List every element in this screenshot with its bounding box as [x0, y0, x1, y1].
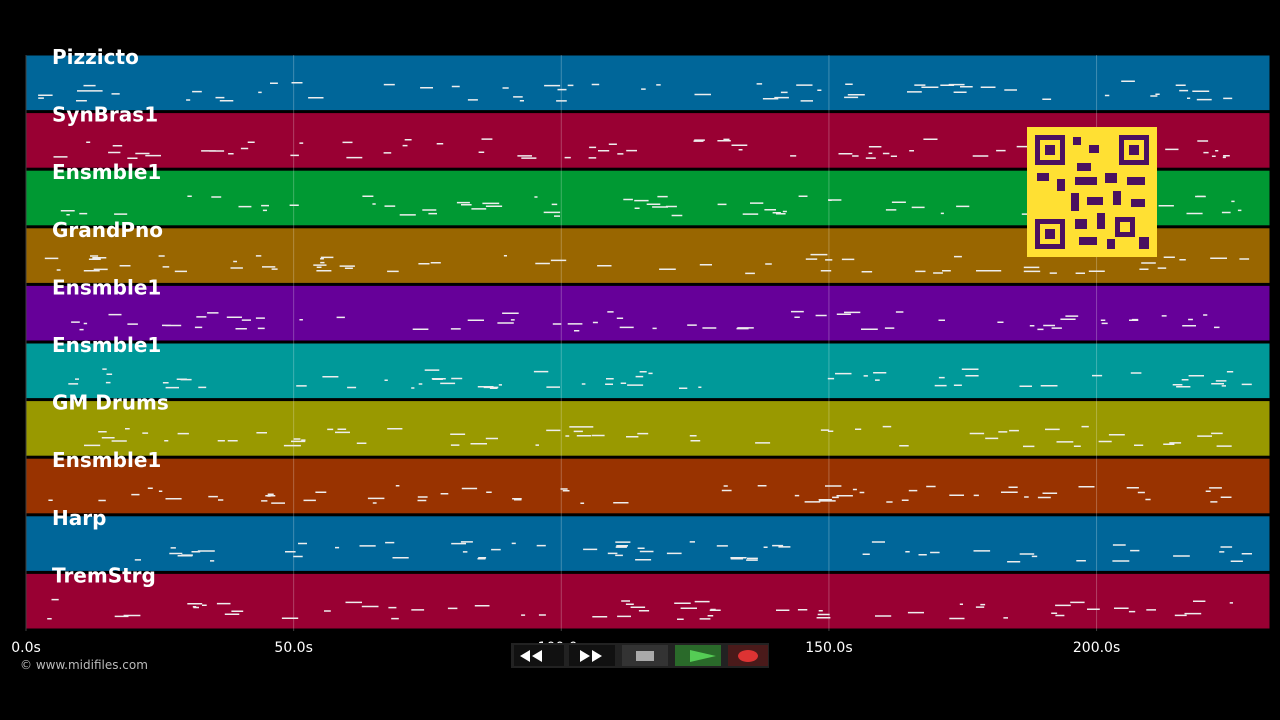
track-name: TremStrg — [52, 563, 156, 587]
track-row — [25, 457, 1271, 515]
note-pattern — [38, 80, 1233, 102]
note-pattern — [71, 310, 1220, 332]
tick-label: 150.0s — [805, 640, 852, 656]
track-name: SynBras1 — [52, 103, 158, 127]
note-pattern — [48, 484, 1232, 505]
track-row — [25, 342, 1271, 400]
notes — [38, 80, 1252, 621]
note-pattern — [47, 598, 1233, 621]
record-button[interactable] — [728, 645, 768, 666]
note-pattern — [84, 425, 1232, 448]
note-pattern — [60, 195, 1242, 217]
track-name: Ensmble1 — [52, 448, 161, 472]
tick-label: 0.0s — [11, 640, 41, 656]
note-pattern — [134, 541, 1252, 563]
track-row — [25, 572, 1271, 630]
track-row — [25, 400, 1271, 457]
track-name: Harp — [52, 506, 106, 530]
note-pattern — [68, 368, 1252, 389]
track-row — [25, 284, 1271, 342]
transport — [511, 643, 769, 668]
track-name: GrandPno — [52, 218, 163, 242]
track-name: Pizzicto — [52, 45, 139, 69]
track-name: Ensmble1 — [52, 160, 161, 184]
track-name: GM Drums — [52, 391, 169, 415]
track-row — [25, 515, 1271, 572]
play-button[interactable] — [675, 645, 721, 666]
track-name: Ensmble1 — [52, 275, 161, 299]
stop-button[interactable] — [622, 645, 668, 666]
tick-label: 200.0s — [1073, 640, 1120, 656]
track-row — [25, 54, 1271, 112]
note-pattern — [44, 253, 1250, 275]
rewind-button[interactable] — [514, 645, 564, 666]
tick-label: 50.0s — [274, 640, 312, 656]
track-name: Ensmble1 — [52, 333, 161, 357]
track-labels: Pizzicto SynBras1 Ensmble1 GrandPno Ensmble1… — [52, 45, 169, 587]
credit: © www.midifiles.com — [20, 658, 148, 672]
qr-code — [1027, 127, 1157, 257]
forward-button[interactable] — [569, 645, 615, 666]
